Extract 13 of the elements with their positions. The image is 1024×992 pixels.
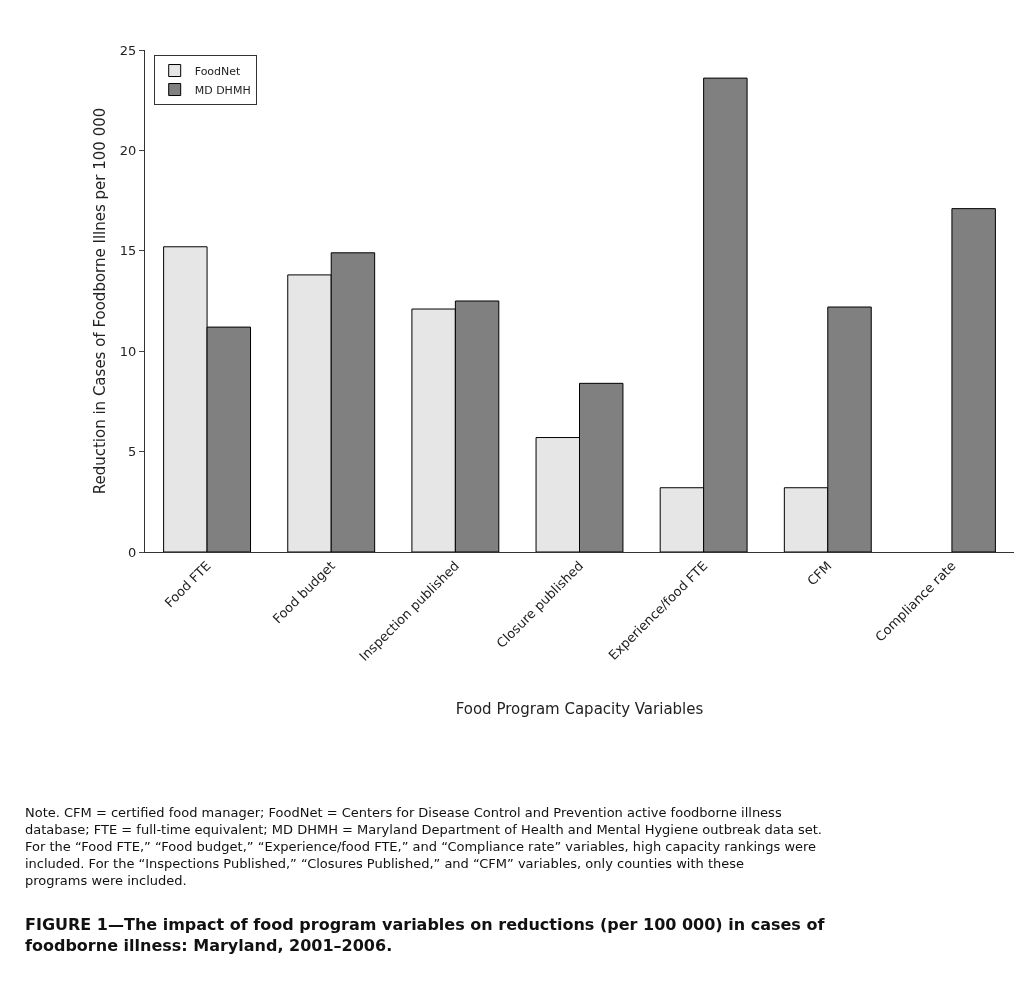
y-axis-title: Reduction in Cases of Foodborne Illnes per 100 000 [91,107,109,495]
y-tick-label: 20 [119,142,137,158]
y-tick-label: 10 [119,343,137,359]
bar [951,208,996,552]
x-axis-title: Food Program Capacity Variables [455,699,704,718]
y-tick-label: 0 [128,544,137,560]
legend-label: MD DHMH [194,83,251,97]
y-tick-label: 15 [119,243,137,259]
y-tick-label: 5 [128,444,137,460]
caption: FIGURE 1—The impact of food program variables on reductions (per 100 000) in cases of foodborne illness: Maryland, 2001–2006. [25,915,826,955]
y-tick-label: 25 [119,42,137,58]
text: Note. CFM = certified food manager; FoodNet = Centers for Disease Control and Prevention active foodborne illness database; FTE = full-time equivalent; MD DHMH = Maryland Department of Health and Mental Hygiene outbreak data set. For the “Food FTE,” “Food budget,” “Experience/food FTE,” and “Compliance rate” variables, high capacity rankings were included. For the “Inspections Published,” “Closures Published,” and “CFM” variables, only counties with these programs were included. [25,805,822,888]
legend-label: FoodNet [194,64,242,78]
